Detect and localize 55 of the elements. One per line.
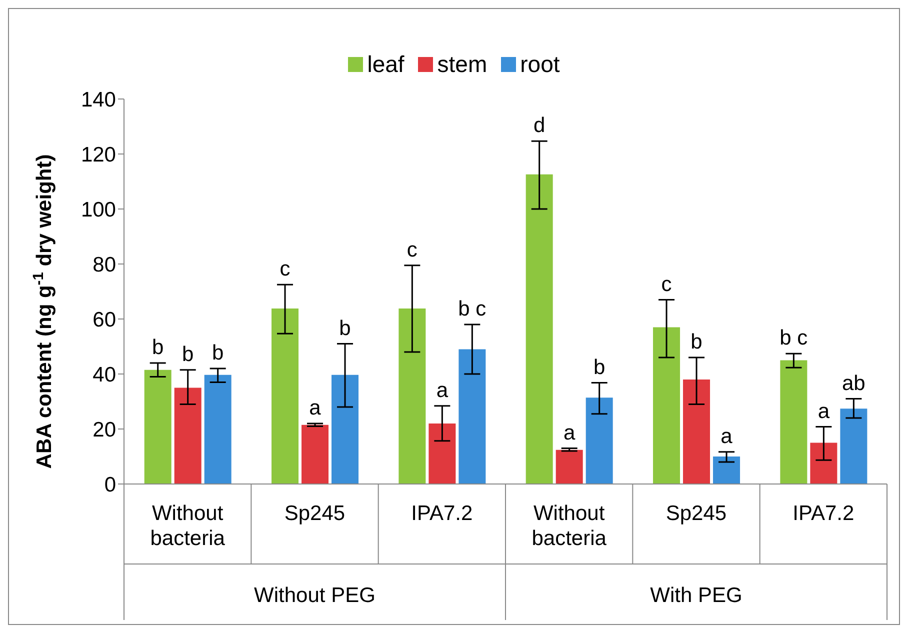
annotation: a — [720, 424, 733, 448]
x-tick-label: Sp245 — [284, 502, 346, 525]
annotation: b c — [780, 326, 808, 350]
annotation: c — [406, 238, 418, 262]
annotation: a — [818, 400, 830, 423]
x-tick-label: Sp245 — [666, 502, 727, 525]
annotation: b — [212, 342, 224, 364]
bar — [144, 370, 172, 484]
annotation: b — [690, 330, 702, 354]
bar — [332, 374, 359, 484]
legend-label: leaf — [367, 51, 404, 78]
y-tick-label: 60 — [92, 308, 116, 332]
annotation: b — [594, 356, 606, 379]
bar — [272, 308, 299, 484]
x-tick-label: Without bacteria — [150, 502, 226, 550]
annotation: c — [661, 272, 672, 296]
text: With PEG — [650, 584, 742, 607]
y-tick-label: 20 — [92, 418, 116, 442]
y-tick-label: 100 — [80, 198, 116, 222]
annotation: b — [182, 342, 194, 366]
y-tick-label: 140 — [80, 88, 116, 112]
x-tick-label: IPA7.2 — [411, 502, 473, 525]
bar — [556, 450, 583, 484]
annotation: c — [280, 258, 290, 281]
bar — [810, 442, 838, 484]
bar — [398, 308, 426, 484]
bar — [586, 398, 613, 484]
annotation: b — [152, 336, 164, 359]
legend-label: stem — [437, 51, 488, 78]
bar — [840, 408, 868, 484]
y-tick-label: 120 — [80, 143, 116, 166]
bar — [428, 424, 456, 484]
legend-label: root — [520, 51, 560, 78]
y-tick-label: 0 — [104, 473, 116, 496]
bar — [713, 456, 740, 484]
x-tick-label: Without bacteria — [532, 502, 607, 550]
annotation: b c — [458, 298, 486, 320]
bar — [458, 349, 486, 484]
bar — [302, 424, 329, 484]
bar — [204, 374, 232, 484]
y-tick-label: 40 — [92, 363, 116, 386]
annotation: d — [534, 114, 546, 138]
annotation: a — [564, 421, 576, 444]
annotation: ab — [842, 372, 866, 395]
bar — [174, 388, 202, 484]
annotation: a — [309, 396, 322, 420]
bar — [780, 360, 808, 484]
x-tick-label: IPA7.2 — [792, 502, 854, 525]
y-tick-label: 80 — [92, 253, 116, 276]
annotation: b — [339, 316, 351, 340]
annotation: a — [436, 378, 448, 402]
bar — [653, 327, 680, 484]
text: Without PEG — [254, 584, 376, 607]
bar — [683, 380, 710, 484]
bar — [526, 174, 553, 484]
